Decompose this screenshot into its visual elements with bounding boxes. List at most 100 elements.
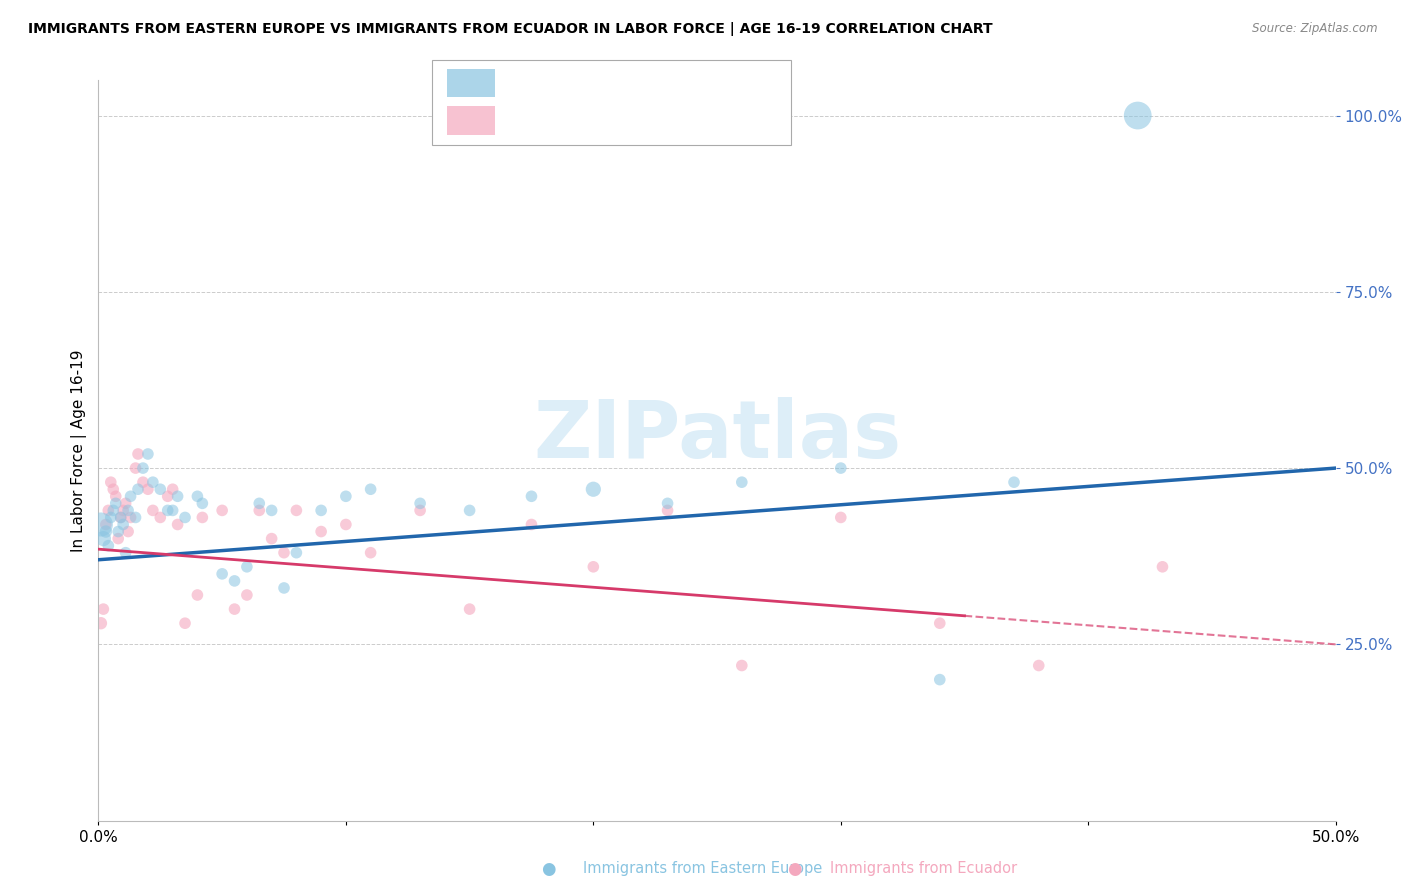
Point <box>112 517 135 532</box>
Text: IMMIGRANTS FROM EASTERN EUROPE VS IMMIGRANTS FROM ECUADOR IN LABOR FORCE | AGE 1: IMMIGRANTS FROM EASTERN EUROPE VS IMMIGR… <box>28 22 993 37</box>
Point <box>90 616 112 631</box>
Point <box>94 524 117 539</box>
Point <box>211 503 233 517</box>
Point <box>107 532 129 546</box>
Point <box>309 503 332 517</box>
Point <box>211 566 233 581</box>
Text: ●: ● <box>541 860 555 878</box>
Y-axis label: In Labor Force | Age 16-19: In Labor Force | Age 16-19 <box>72 349 87 552</box>
Point <box>285 546 308 560</box>
Point <box>260 532 283 546</box>
Point <box>520 489 543 503</box>
Text: N = 45: N = 45 <box>659 76 713 90</box>
Point <box>132 461 155 475</box>
Point <box>657 496 679 510</box>
Point <box>117 524 139 539</box>
Point <box>110 510 132 524</box>
Point <box>236 588 259 602</box>
Point <box>191 510 214 524</box>
Point <box>94 517 117 532</box>
Point <box>582 559 605 574</box>
Point <box>100 510 122 524</box>
Point <box>186 588 208 602</box>
Point <box>273 581 295 595</box>
Point <box>100 475 122 490</box>
Point <box>124 510 146 524</box>
Point <box>156 503 179 517</box>
Point <box>285 503 308 517</box>
Point <box>1152 559 1174 574</box>
Point <box>156 489 179 503</box>
Point <box>409 503 432 517</box>
Point <box>309 524 332 539</box>
FancyBboxPatch shape <box>433 60 790 145</box>
Point <box>409 496 432 510</box>
Point <box>162 482 184 496</box>
Point <box>657 503 679 517</box>
Point <box>120 489 142 503</box>
Point <box>114 496 136 510</box>
Point <box>731 658 754 673</box>
FancyBboxPatch shape <box>447 69 495 97</box>
Point <box>104 496 127 510</box>
FancyBboxPatch shape <box>447 106 495 135</box>
Point <box>174 510 197 524</box>
Point <box>236 559 259 574</box>
Point <box>132 475 155 490</box>
Point <box>136 482 159 496</box>
Point <box>166 489 188 503</box>
Point <box>247 496 270 510</box>
Point <box>127 482 149 496</box>
Point <box>142 503 165 517</box>
Point <box>136 447 159 461</box>
Point <box>162 503 184 517</box>
Point <box>142 475 165 490</box>
Point <box>93 602 115 616</box>
Point <box>104 489 127 503</box>
Point <box>112 503 135 517</box>
Point <box>149 510 172 524</box>
Point <box>830 510 852 524</box>
Point <box>174 616 197 631</box>
Point <box>149 482 172 496</box>
Text: R = 0.296: R = 0.296 <box>509 76 586 90</box>
Text: N = 45: N = 45 <box>659 113 713 128</box>
Point <box>1002 475 1025 490</box>
Point <box>114 546 136 560</box>
Point <box>520 517 543 532</box>
Point <box>928 616 950 631</box>
Point <box>224 602 246 616</box>
Text: ZIPatlas: ZIPatlas <box>533 397 901 475</box>
Point <box>247 503 270 517</box>
Point <box>124 461 146 475</box>
Text: R = -0.117: R = -0.117 <box>509 113 592 128</box>
Point <box>103 482 125 496</box>
Point <box>107 524 129 539</box>
Point <box>117 503 139 517</box>
Point <box>93 532 115 546</box>
Text: Immigrants from Ecuador: Immigrants from Ecuador <box>830 862 1017 876</box>
Point <box>335 489 357 503</box>
Point <box>191 496 214 510</box>
Point <box>127 447 149 461</box>
Point <box>103 503 125 517</box>
Point <box>120 510 142 524</box>
Point <box>186 489 208 503</box>
Point <box>928 673 950 687</box>
Point <box>273 546 295 560</box>
Point <box>260 503 283 517</box>
Point <box>458 503 481 517</box>
Point <box>335 517 357 532</box>
Point <box>1028 658 1050 673</box>
Text: Source: ZipAtlas.com: Source: ZipAtlas.com <box>1253 22 1378 36</box>
Point <box>90 517 112 532</box>
Point <box>110 510 132 524</box>
Point <box>224 574 246 588</box>
Point <box>97 539 120 553</box>
Point <box>360 546 382 560</box>
Point <box>731 475 754 490</box>
Point <box>582 482 605 496</box>
Point <box>166 517 188 532</box>
Point <box>97 503 120 517</box>
Point <box>830 461 852 475</box>
